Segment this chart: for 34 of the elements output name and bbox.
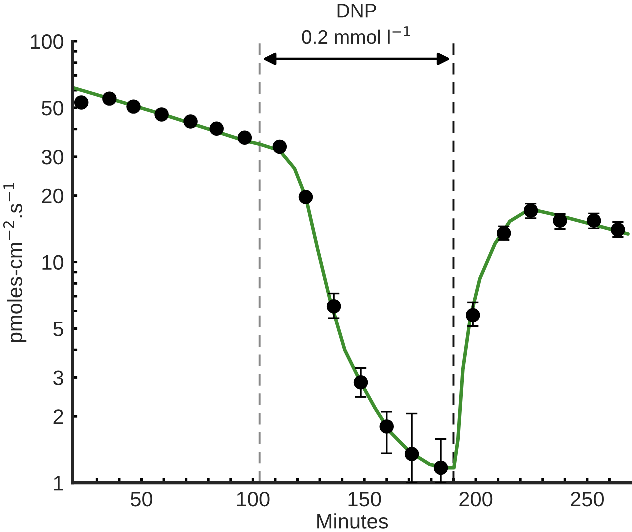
point	[272, 140, 288, 154]
point	[184, 114, 198, 129]
text: DNP	[338, 4, 376, 18]
point	[466, 308, 480, 323]
y-tick-label: 3	[54, 370, 64, 386]
point	[210, 122, 224, 136]
y-tick-label: 5	[54, 322, 64, 336]
point	[298, 190, 314, 204]
annotation: 0.2 mmol l$^{−1}$	[302, 26, 410, 44]
point	[434, 460, 448, 476]
x-tick-label: 100	[237, 492, 270, 507]
y-tick-label: 2	[54, 410, 64, 424]
point	[354, 376, 368, 390]
x-tick-label: 50	[131, 492, 153, 507]
y-axis-title: pmoles-cm$^{−2}$.s$^{−1}$	[3, 182, 27, 342]
point	[102, 92, 117, 106]
point	[326, 299, 342, 314]
point	[238, 130, 252, 145]
y-tick-label: 30	[42, 150, 64, 165]
x-axis-title: Minutes	[318, 514, 388, 529]
y-tick-label: 1	[54, 476, 64, 491]
y-tick-label: 20	[42, 188, 64, 204]
x-tick-label: 150	[348, 492, 382, 507]
point	[126, 100, 141, 114]
point	[380, 420, 394, 434]
y-tick-label: 10	[42, 255, 64, 270]
point	[154, 108, 169, 122]
x-tick-label: 200	[460, 492, 493, 507]
point	[404, 447, 420, 462]
y-tick-label: 50	[42, 100, 64, 116]
point	[74, 96, 89, 110]
y-tick-label: 100	[31, 34, 64, 50]
point	[553, 214, 568, 228]
x-tick-label: 250	[571, 492, 604, 507]
